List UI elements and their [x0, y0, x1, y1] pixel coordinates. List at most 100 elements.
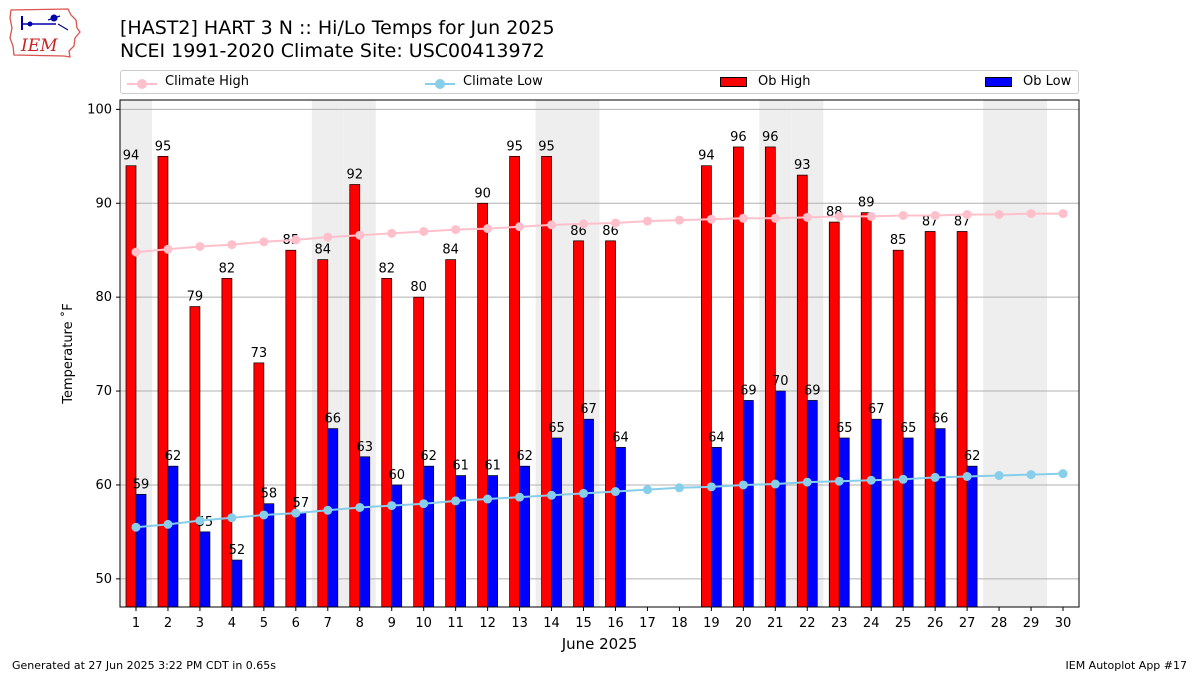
climate-high-point-20	[738, 213, 748, 223]
ob-low-label-15: 67	[580, 402, 597, 417]
ob-low-bar-7	[327, 428, 339, 608]
ob-high-label-5: 73	[251, 346, 268, 361]
climate-high-point-13	[515, 222, 525, 232]
climate-low-point-26	[930, 472, 940, 482]
chart-legend: Climate High Climate Low Ob High Ob Low	[120, 70, 1079, 94]
ob-low-label-1: 59	[133, 477, 150, 492]
x-tick-label-19: 19	[703, 616, 720, 631]
ob-high-bar-9	[381, 278, 393, 608]
climate-high-point-29	[1026, 209, 1036, 219]
climate-low-point-15	[579, 488, 589, 498]
x-tick-label-16: 16	[607, 616, 624, 631]
climate-low-point-29	[1026, 470, 1036, 480]
climate-high-line	[135, 212, 1063, 254]
climate-high-point-3	[195, 241, 205, 251]
x-tick-label-28: 28	[991, 616, 1008, 631]
x-tick-label-7: 7	[324, 616, 332, 631]
ob-low-label-9: 60	[388, 468, 405, 483]
x-tick-label-18: 18	[671, 616, 688, 631]
ob-low-bar-16	[615, 447, 626, 608]
climate-high-point-2	[163, 244, 173, 254]
x-tick-label-6: 6	[292, 616, 300, 631]
x-tick-label-3: 3	[196, 616, 204, 631]
x-tick-label-4: 4	[228, 616, 236, 631]
ob-high-label-24: 89	[858, 196, 875, 211]
ob-high-label-19: 94	[698, 149, 715, 164]
weather-station-icon	[21, 14, 69, 31]
legend-climate-high-label: Climate High	[165, 74, 250, 89]
climate-high-point-4	[227, 240, 237, 250]
climate-low-point-1	[131, 522, 141, 532]
x-tick-label-20: 20	[735, 616, 752, 631]
climate-low-point-23	[834, 476, 844, 486]
ob-low-label-11: 61	[452, 459, 469, 474]
ob-low-bar-23	[838, 437, 850, 608]
climate-low-line	[135, 472, 1064, 529]
climate-low-point-22	[802, 477, 812, 487]
ob-high-label-22: 93	[794, 158, 811, 173]
ob-low-bar-13	[519, 465, 530, 608]
x-tick-label-17: 17	[639, 616, 656, 631]
climate-low-point-3	[195, 516, 205, 526]
climate-low-point-7	[323, 505, 333, 515]
climate-low-point-24	[866, 475, 876, 485]
ob-high-swatch	[720, 77, 747, 87]
ob-low-label-22: 69	[804, 383, 821, 398]
ob-low-label-13: 62	[516, 449, 533, 464]
ob-low-bar-2	[167, 465, 179, 608]
ob-high-bar-16	[605, 240, 616, 608]
x-tick-label-27: 27	[959, 616, 976, 631]
climate-low-point-20	[738, 480, 748, 490]
ob-low-bar-22	[806, 400, 818, 608]
ob-high-label-16: 86	[602, 224, 619, 239]
climate-low-point-4	[227, 513, 237, 523]
x-tick-label-5: 5	[260, 616, 268, 631]
climate-low-point-30	[1058, 469, 1068, 479]
ob-low-bar-25	[902, 437, 914, 608]
iowa-outline-icon	[9, 8, 81, 58]
x-tick-label-9: 9	[388, 616, 396, 631]
climate-high-point-24	[866, 211, 876, 221]
ob-high-bar-27	[956, 231, 968, 608]
ob-high-bar-11	[445, 259, 457, 608]
generated-timestamp: Generated at 27 Jun 2025 3:22 PM CDT in …	[12, 659, 277, 672]
iem-logo: IEM	[9, 8, 81, 58]
legend-climate-low-label: Climate Low	[463, 74, 543, 89]
x-tick-label-8: 8	[356, 616, 364, 631]
climate-low-point-14	[547, 490, 557, 500]
y-tick-label-100: 100	[87, 102, 112, 117]
app-credit: IEM Autoplot App #17	[1065, 659, 1188, 672]
climate-low-point-19	[706, 482, 716, 492]
y-axis-label: Temperature ˚F	[60, 303, 76, 404]
ob-low-bar-27	[966, 465, 978, 608]
climate-low-point-27	[962, 471, 972, 481]
climate-low-point-18	[674, 483, 684, 493]
ob-low-label-16: 64	[612, 430, 629, 445]
ob-high-bar-23	[828, 221, 840, 608]
x-tick-label-2: 2	[164, 616, 172, 631]
x-tick-label-10: 10	[415, 616, 432, 631]
ob-high-bar-19	[701, 165, 712, 608]
climate-low-point-8	[355, 502, 365, 512]
ob-high-label-2: 95	[155, 139, 172, 154]
ob-high-label-11: 84	[442, 243, 459, 258]
climate-high-point-19	[706, 214, 716, 224]
y-tick-label-80: 80	[95, 290, 112, 305]
ob-low-label-12: 61	[484, 459, 501, 474]
ob-low-label-14: 65	[548, 421, 565, 436]
chart-title: [HAST2] HART 3 N :: Hi/Lo Temps for Jun …	[120, 17, 555, 39]
climate-high-point-10	[419, 226, 429, 236]
x-axis-label: June 2025	[561, 635, 638, 653]
ob-high-label-12: 90	[474, 186, 491, 201]
climate-high-point-6	[291, 235, 301, 245]
x-tick-label-21: 21	[767, 616, 784, 631]
weekend-band-29	[1015, 100, 1048, 607]
plot-frame	[119, 99, 1080, 608]
iem-logo-text: IEM	[20, 36, 58, 56]
legend-ob-low-label: Ob Low	[1023, 74, 1072, 89]
climate-low-point-12	[483, 494, 493, 504]
ob-low-bar-4	[231, 559, 243, 608]
climate-high-point-11	[451, 225, 461, 235]
x-tick-label-13: 13	[511, 616, 528, 631]
